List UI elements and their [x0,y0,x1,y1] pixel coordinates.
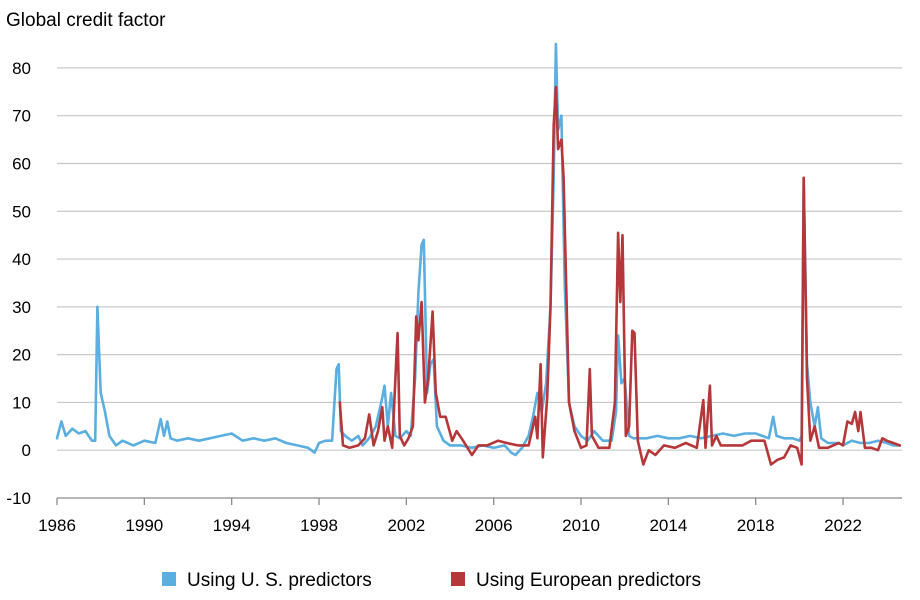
x-tick-label: 1990 [125,516,163,535]
x-tick-label: 2018 [737,516,775,535]
x-tick-label: 2002 [387,516,425,535]
y-tick-label: 60 [12,154,31,173]
x-tick-label: 1994 [213,516,251,535]
x-tick-label: 2010 [562,516,600,535]
x-tick-label: 2022 [824,516,862,535]
x-tick-label: 1998 [300,516,338,535]
legend-label-1: Using U. S. predictors [187,570,372,591]
x-tick-label: 2014 [649,516,687,535]
legend-swatch-2 [451,572,465,586]
y-tick-label: 10 [12,393,31,412]
series-line-1 [55,42,902,457]
x-tick-label: 2006 [475,516,513,535]
y-axis-title: Global credit factor [6,10,166,31]
legend-swatch-1 [162,572,176,586]
y-axis-ticks: -10 0 10 20 30 40 50 60 70 80 [6,59,31,508]
y-tick-label: 40 [12,250,31,269]
series-lines [55,42,902,466]
series-line-2 [338,85,902,466]
legend-label-2: Using European predictors [476,570,701,591]
y-tick-label: 80 [12,59,31,78]
y-tick-label: 0 [22,441,31,460]
legend: Using U. S. predictors Using European pre… [162,570,701,591]
x-axis: 1986 1990 1994 1998 2002 2006 2010 2014 2018 2022 [38,497,902,535]
y-tick-label: -10 [6,489,31,508]
y-tick-label: 70 [12,107,31,126]
y-tick-label: 30 [12,298,31,317]
y-tick-label: 50 [12,202,31,221]
y-tick-label: 20 [12,346,31,365]
gridlines [57,67,902,451]
x-tick-label: 1986 [38,516,76,535]
